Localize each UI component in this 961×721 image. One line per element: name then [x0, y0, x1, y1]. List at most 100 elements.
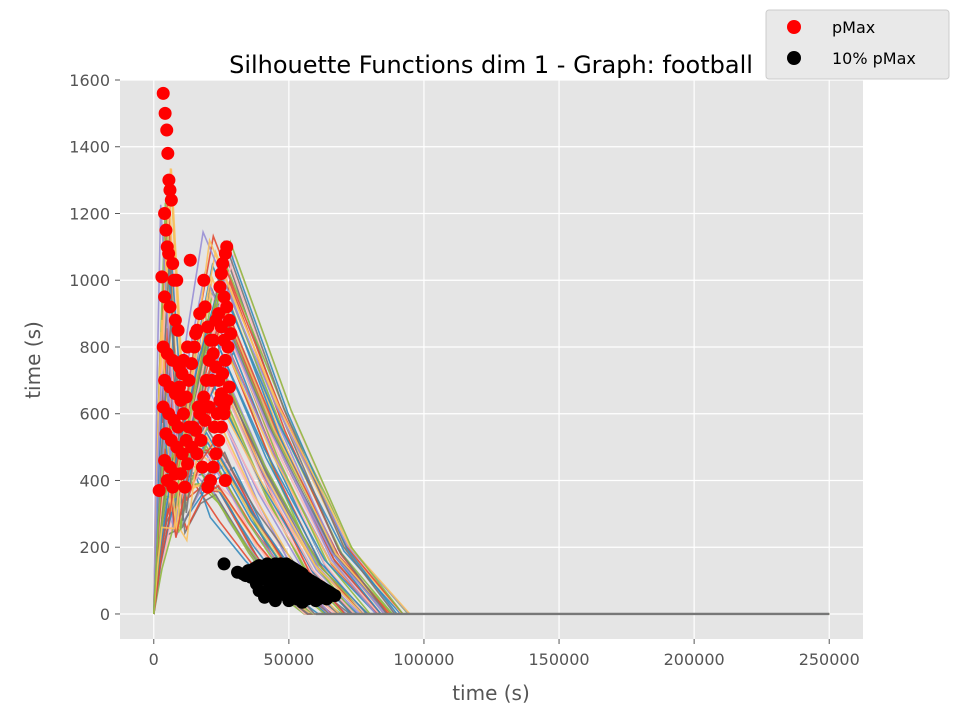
pmax-point	[205, 373, 219, 387]
pmax-point	[191, 400, 205, 414]
pmax-point	[181, 340, 195, 354]
pmax-point	[195, 460, 209, 474]
pmax-point	[161, 146, 175, 160]
pmax-point	[175, 367, 189, 381]
pmax-point	[155, 270, 169, 284]
pmax-points	[152, 86, 238, 497]
pmax-point	[186, 420, 200, 434]
x-axis-ticks: 0 50000 100000 150000 200000 250000	[149, 639, 860, 669]
pmax-point	[198, 300, 212, 314]
y-tick-label: 1400	[69, 138, 110, 157]
pmax-point	[213, 393, 227, 407]
ten-percent-pmax-point	[295, 595, 309, 609]
pmax-point	[163, 183, 177, 197]
pmax-point	[210, 407, 224, 421]
pmax-point	[198, 413, 212, 427]
pmax-point	[217, 290, 231, 304]
pmax-point	[179, 433, 193, 447]
x-tick-label: 100000	[393, 650, 454, 669]
pmax-point	[216, 257, 230, 271]
silhouette-line	[153, 229, 830, 615]
x-tick-label: 50000	[263, 650, 314, 669]
pmax-point	[217, 333, 231, 347]
ten-percent-pmax-point	[282, 594, 296, 608]
y-tick-label: 600	[79, 405, 110, 424]
pmax-point	[163, 300, 177, 314]
pmax-point	[158, 290, 172, 304]
legend-box	[765, 9, 950, 80]
pmax-point	[212, 433, 226, 447]
pmax-point	[168, 313, 182, 327]
y-tick-label: 400	[79, 471, 110, 490]
pmax-point	[202, 353, 216, 367]
pmax-point	[222, 380, 236, 394]
ten-percent-pmax-point	[239, 569, 253, 583]
ten-percent-pmax-points	[217, 557, 342, 609]
x-tick-label: 250000	[799, 650, 860, 669]
ten-percent-pmax-point	[328, 589, 342, 603]
pmax-point	[158, 106, 172, 120]
pmax-point	[212, 307, 226, 321]
pmax-point	[209, 447, 223, 461]
pmax-point	[206, 333, 220, 347]
pmax-point	[218, 473, 232, 487]
y-tick-label: 200	[79, 538, 110, 557]
pmax-point	[190, 447, 204, 461]
pmax-point	[164, 193, 178, 207]
pmax-point	[214, 320, 228, 334]
pmax-point	[166, 480, 180, 494]
ten-percent-pmax-point	[301, 575, 315, 589]
ten-percent-pmax-point	[276, 584, 290, 598]
legend-label-ten-percent-pmax: 10% pMax	[832, 49, 916, 68]
pmax-point	[178, 480, 192, 494]
y-tick-label: 1000	[69, 271, 110, 290]
pmax-point	[162, 173, 176, 187]
pmax-point	[181, 457, 195, 471]
legend-marker-ten-percent-pmax	[787, 51, 801, 65]
pmax-point	[218, 247, 232, 261]
y-tick-label: 1600	[69, 71, 110, 90]
x-axis-label: time (s)	[452, 681, 530, 705]
legend-marker-pmax	[787, 20, 801, 34]
pmax-point	[189, 327, 203, 341]
pmax-point	[201, 480, 215, 494]
pmax-point	[159, 223, 173, 237]
pmax-point	[175, 447, 189, 461]
pmax-point	[197, 390, 211, 404]
pmax-point	[152, 483, 166, 497]
ten-percent-pmax-point	[263, 587, 277, 601]
y-tick-label: 0	[100, 605, 110, 624]
pmax-point	[170, 273, 184, 287]
y-axis-ticks: 0 200 400 600 800 1000 1200 1400 1600	[69, 71, 120, 624]
pmax-point	[179, 390, 193, 404]
pmax-point	[194, 433, 208, 447]
x-tick-label: 0	[149, 650, 159, 669]
pmax-point	[214, 267, 228, 281]
legend: pMax 10% pMax	[765, 9, 950, 80]
ten-percent-pmax-point	[309, 594, 323, 608]
x-tick-label: 200000	[664, 650, 725, 669]
pmax-point	[183, 253, 197, 267]
y-tick-label: 1200	[69, 204, 110, 223]
pmax-point	[216, 367, 230, 381]
pmax-point	[208, 420, 222, 434]
pmax-point	[158, 206, 172, 220]
pmax-point	[176, 407, 190, 421]
pmax-point	[176, 353, 190, 367]
pmax-point	[172, 380, 186, 394]
ten-percent-pmax-point	[252, 584, 266, 598]
pmax-point	[174, 467, 188, 481]
chart-title: Silhouette Functions dim 1 - Graph: foot…	[229, 51, 753, 79]
legend-label-pmax: pMax	[832, 18, 875, 37]
pmax-point	[213, 280, 227, 294]
pmax-point	[197, 273, 211, 287]
y-axis-label: time (s)	[21, 321, 45, 399]
pmax-point	[156, 86, 170, 100]
pmax-point	[160, 123, 174, 137]
x-tick-label: 150000	[529, 650, 590, 669]
pmax-point	[171, 420, 185, 434]
pmax-point	[162, 247, 176, 261]
pmax-point	[171, 323, 185, 337]
y-tick-label: 800	[79, 338, 110, 357]
